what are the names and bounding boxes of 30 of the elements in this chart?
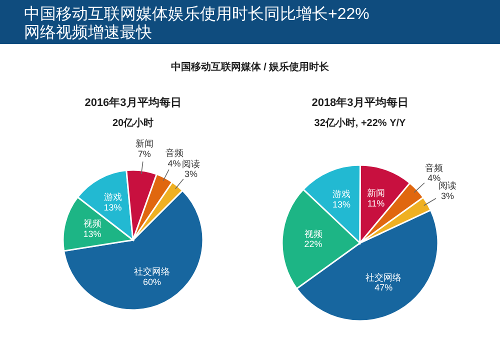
chart-title: 2018年3月平均每日 xyxy=(312,96,408,109)
data-label: 22% xyxy=(304,239,322,250)
slice-label: 社交网络 xyxy=(366,272,402,282)
text: 中国移动互联网媒体 / 娱乐使用时长 xyxy=(170,61,330,73)
text: 中国移动互联网媒体娱乐使用时长同比增长+22% 网络视频增速最快 xyxy=(24,5,370,42)
data-label: 7% xyxy=(138,149,151,160)
slice-label: 阅读 xyxy=(438,180,456,191)
data-label: 13% xyxy=(104,202,122,213)
slice-label: 视频 xyxy=(304,228,322,239)
slice-label: 新闻 xyxy=(367,188,386,198)
chart-subtitle: 32亿小时, +22% Y/Y xyxy=(314,117,406,129)
data-label: 4% xyxy=(168,158,181,168)
chart-title: 2016年3月平均每日 xyxy=(84,96,182,109)
slice-label: 游戏 xyxy=(332,188,351,199)
slice-label: 阅读 xyxy=(182,158,200,169)
data-label: 3% xyxy=(440,191,454,202)
data-label: 4% xyxy=(428,173,441,184)
data-label: 13% xyxy=(332,199,351,210)
data-label: 13% xyxy=(83,228,102,239)
slice-label: 新闻 xyxy=(135,138,154,149)
chart-subtitle: 20亿小时 xyxy=(112,117,154,129)
slice-label: 社交网络 xyxy=(134,266,170,276)
slice-label: 音频 xyxy=(425,162,444,173)
slice-label: 音频 xyxy=(165,148,184,158)
data-label: 11% xyxy=(367,198,385,208)
slice-label: 视频 xyxy=(83,218,102,229)
data-label: 3% xyxy=(184,169,198,180)
data-label: 47% xyxy=(374,282,393,293)
slice-label: 游戏 xyxy=(104,192,122,202)
data-label: 60% xyxy=(143,276,162,287)
